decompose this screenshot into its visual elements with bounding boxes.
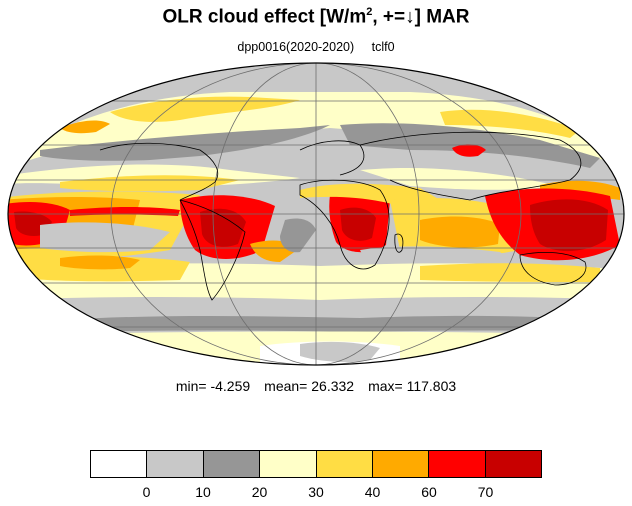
- title-tail: , +=↓] MAR: [372, 6, 470, 28]
- field-indian-orange: [420, 216, 500, 248]
- min-value: -4.259: [210, 378, 251, 394]
- colorbar-tick-label: 60: [421, 484, 437, 500]
- field-southern-gold-2: [420, 263, 600, 282]
- map-title: OLR cloud effect [W/m2, +=↓] MAR: [0, 6, 632, 28]
- min-label: min=: [175, 378, 207, 394]
- field-nh-gold: [60, 175, 240, 192]
- field-arctic-gold-2: [440, 109, 580, 138]
- title-main: OLR cloud effect [W/m: [162, 6, 367, 28]
- field-sh-gray-atlantic: [280, 218, 316, 253]
- field-sh-gray-west: [40, 222, 170, 253]
- colorbar-ticks: 0 10 20 30 40 60 70: [0, 484, 632, 504]
- colorbar-box-1: [147, 451, 204, 477]
- colorbar-box-4: [316, 451, 373, 477]
- colorbar-tick-label: 20: [251, 484, 268, 500]
- max-value: 117.803: [406, 378, 457, 394]
- stats-line: min= -4.259 mean= 26.332 max= 117.803: [0, 378, 632, 394]
- colorbar-tick-label: 0: [142, 484, 151, 500]
- field-asia-red: [452, 144, 486, 157]
- colorbar-tick-label: 10: [195, 484, 211, 500]
- field-arctic-gold: [110, 96, 300, 122]
- field-arctic-orange: [60, 120, 110, 134]
- map-field: [8, 63, 624, 365]
- colorbar-tick-label: 40: [364, 484, 381, 500]
- max-label: max=: [368, 378, 403, 394]
- colorbar-box-6: [429, 451, 486, 477]
- field-southern-dark: [60, 315, 600, 332]
- field-antarctic-gray: [300, 341, 380, 363]
- colorbar: [90, 450, 542, 478]
- map-outline: [7, 62, 625, 366]
- field-samerica-darkred: [200, 208, 246, 247]
- colorbar-box-2: [203, 451, 261, 477]
- colorbar-box-0: [91, 451, 148, 477]
- colorbar-box-7: [485, 451, 541, 477]
- variable-label: tclf0: [371, 40, 395, 54]
- mean-label: mean=: [264, 378, 308, 394]
- field-northern-dark: [40, 125, 330, 161]
- colorbar-box-5: [372, 451, 430, 477]
- colorbar-tick-label: 30: [308, 484, 324, 500]
- title-superscript: 2: [366, 6, 373, 18]
- field-maritime-darkred: [530, 199, 608, 252]
- field-africa-darkred: [340, 207, 376, 241]
- colorbar-tick-label: 70: [477, 484, 494, 500]
- field-nh-pale-2: [360, 167, 560, 190]
- colorbar-box-3: [260, 451, 317, 477]
- coastlines: [99, 131, 587, 301]
- map-subtitle: dpp0016(2020-2020) tclf0: [0, 40, 632, 54]
- world-map: [7, 62, 625, 366]
- experiment-label: dpp0016(2020-2020): [237, 40, 355, 54]
- mean-value: 26.332: [311, 378, 355, 394]
